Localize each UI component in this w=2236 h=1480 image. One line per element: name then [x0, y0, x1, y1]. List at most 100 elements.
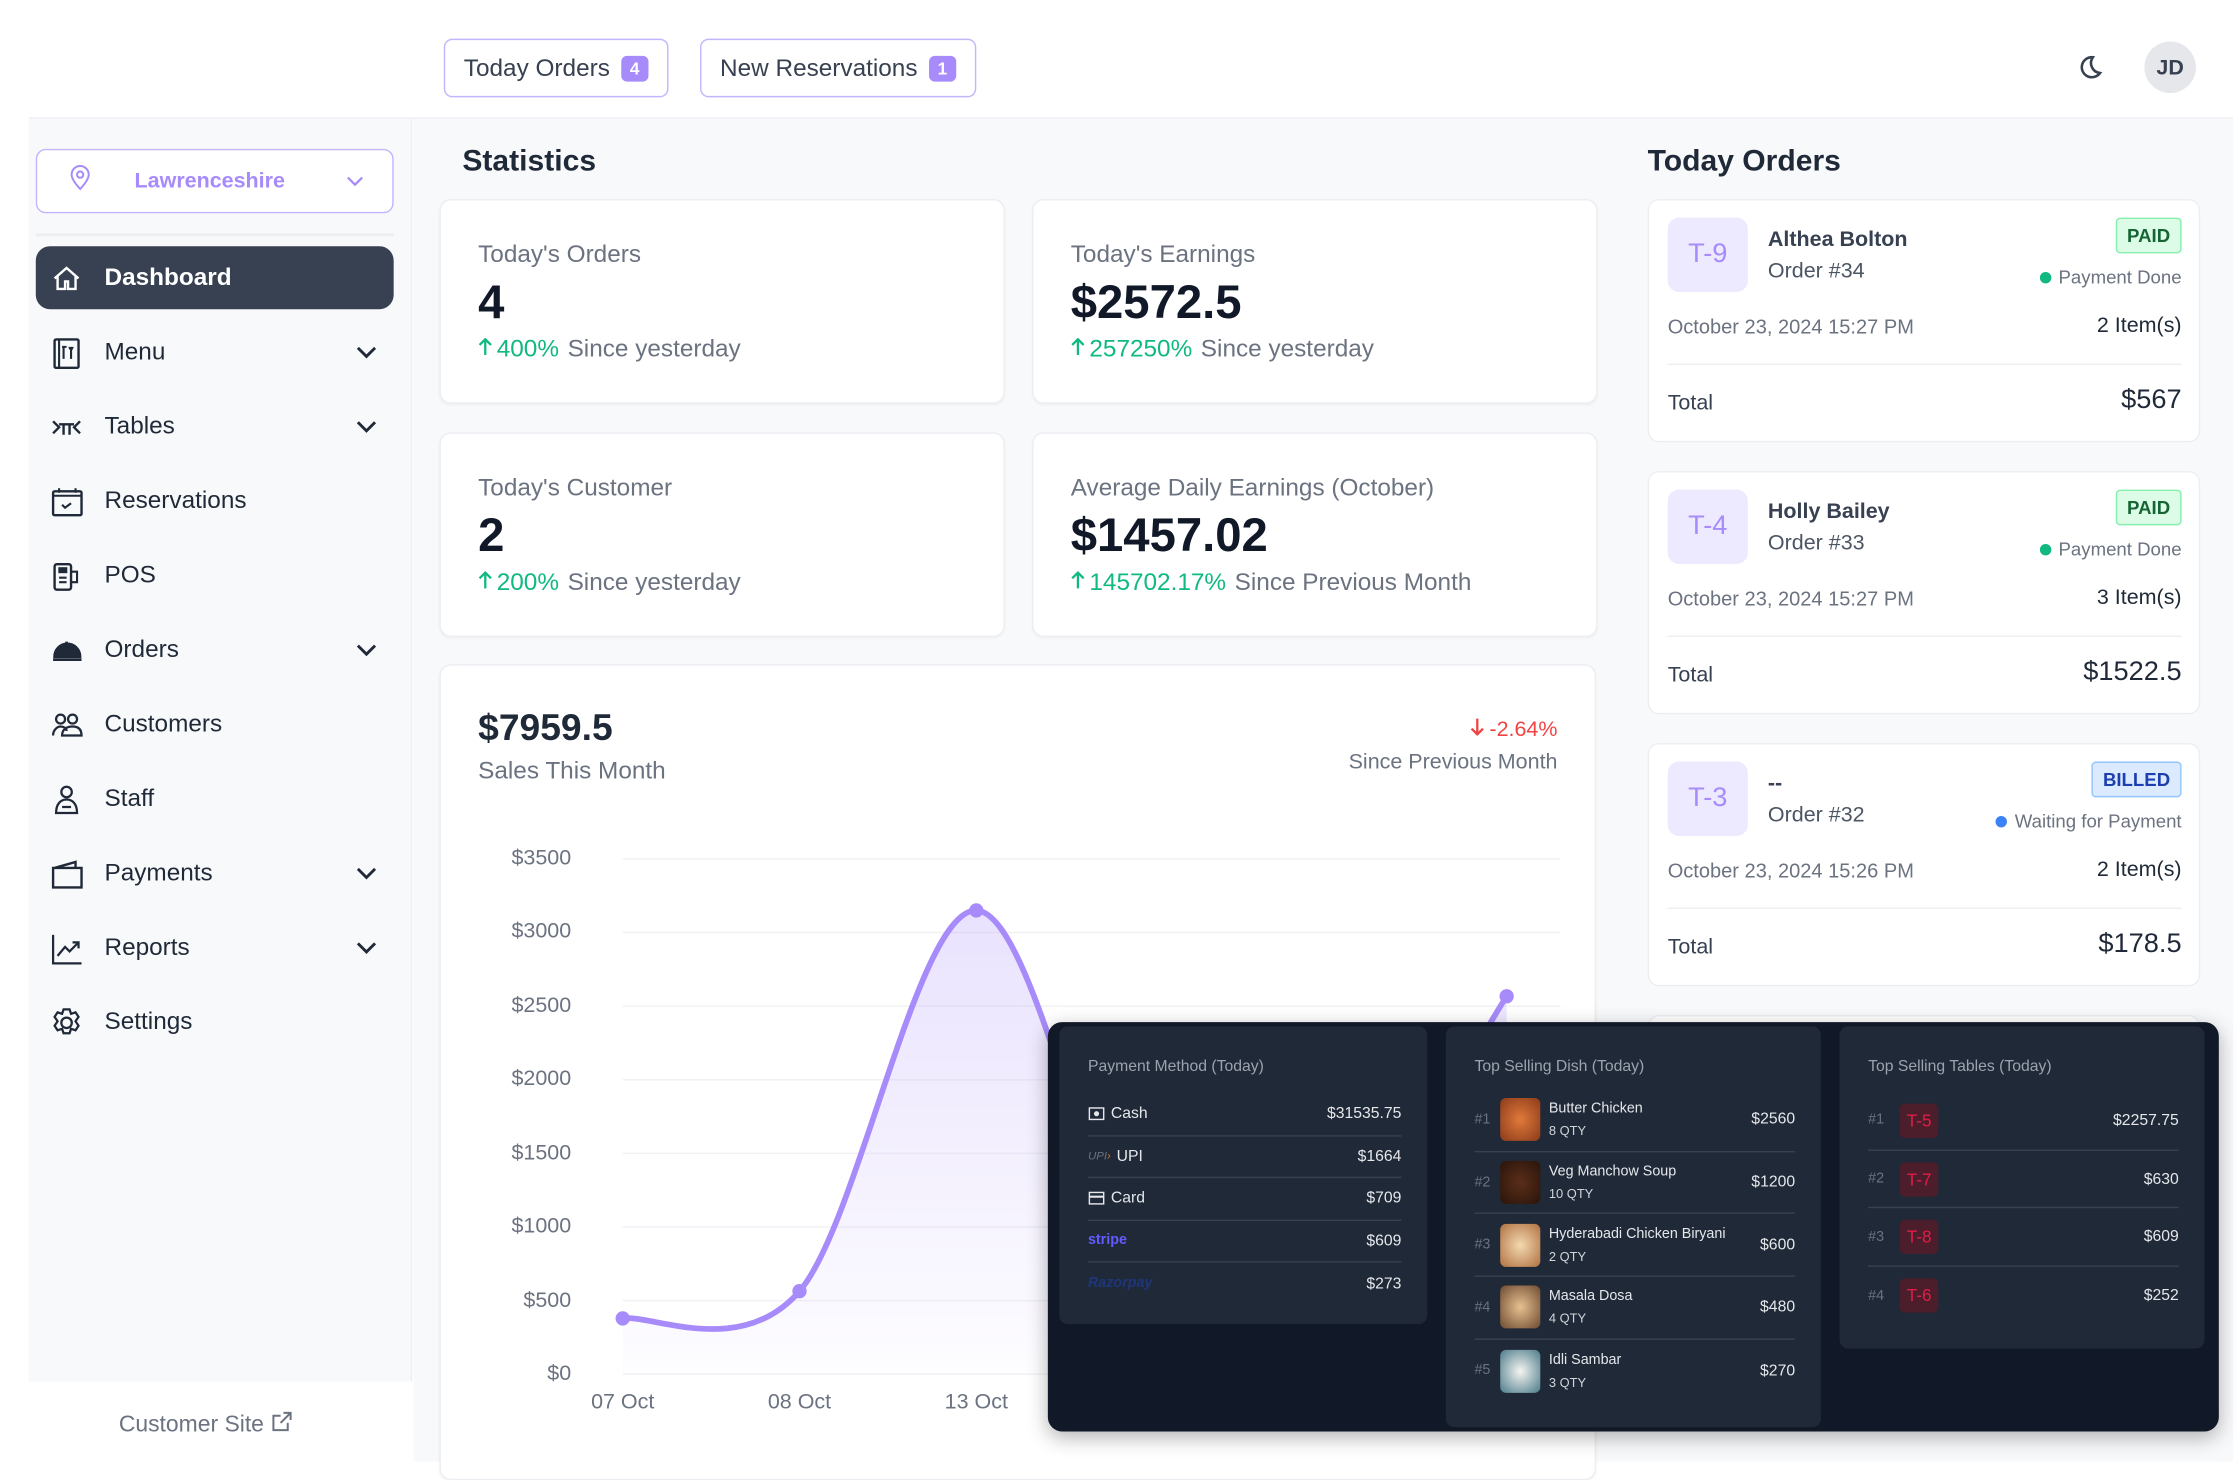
- order-card[interactable]: T-4 Holly Bailey Order #33 PAID Payment Done…: [1647, 470, 2201, 715]
- dish-name: Idli Sambar: [1548, 1352, 1622, 1368]
- sidebar-item-payments[interactable]: Payments: [36, 842, 394, 905]
- dish-rank: #3: [1474, 1237, 1491, 1253]
- sales-value: $7959.5: [478, 705, 613, 749]
- table-badge: T-9: [1667, 217, 1748, 293]
- stat-value: $1457.02: [1070, 508, 1268, 562]
- sidebar-item-customers[interactable]: Customers: [36, 693, 394, 756]
- total-label: Total: [1667, 662, 1714, 688]
- sidebar-item-label: Orders: [104, 635, 179, 663]
- stat-card: Today's Orders 4 400% Since yesterday: [439, 198, 1005, 404]
- dish-qty: 8 QTY: [1548, 1124, 1587, 1139]
- staff-icon: [47, 780, 84, 817]
- top-dish-title: Top Selling Dish (Today): [1474, 1057, 1645, 1076]
- dish-rank: #1: [1474, 1112, 1491, 1128]
- avatar[interactable]: JD: [2144, 41, 2196, 94]
- customer-site-link[interactable]: Customer Site: [119, 1410, 294, 1440]
- dish-amount: $480: [1760, 1298, 1796, 1317]
- sidebar: Lawrenceshire Dashboard Menu Tables Reserva…: [28, 118, 413, 1382]
- chevron-down-icon[interactable]: [356, 412, 377, 441]
- x-tick-label: 13 Oct: [944, 1389, 1008, 1415]
- sidebar-item-dashboard[interactable]: Dashboard: [35, 246, 394, 310]
- top-dish-row: #5 Idli Sambar 3 QTY $270: [1474, 1340, 1795, 1403]
- payment-status-text: Waiting for Payment: [2014, 810, 2182, 832]
- sidebar-item-label: Payments: [104, 858, 213, 887]
- payment-method-label: Card: [1110, 1189, 1145, 1208]
- sidebar-item-settings[interactable]: Settings: [36, 991, 394, 1054]
- today-orders-count: 4: [621, 55, 649, 81]
- y-tick-label: $2500: [511, 993, 572, 1018]
- top-dish-row: #2 Veg Manchow Soup 10 QTY $1200: [1474, 1152, 1796, 1215]
- new-reservations-button[interactable]: New Reservations 1: [700, 38, 976, 98]
- payment-status-text: Payment Done: [2058, 266, 2182, 288]
- stat-value: 4: [478, 274, 505, 328]
- stat-label: Today's Earnings: [1070, 240, 1256, 268]
- today-orders-button[interactable]: Today Orders 4: [443, 38, 669, 98]
- order-card[interactable]: T-3 -- Order #32 BILLED Waiting for Payment O…: [1647, 742, 2201, 987]
- top-table-row: #1 T-5 $2257.75: [1868, 1092, 2179, 1151]
- sidebar-item-reports[interactable]: Reports: [36, 916, 394, 979]
- table-amount: $630: [2143, 1170, 2179, 1188]
- arrow-up-icon: [478, 335, 492, 362]
- sidebar-item-reservations[interactable]: Reservations: [36, 470, 394, 533]
- sidebar-item-tables[interactable]: Tables: [36, 395, 394, 458]
- order-date: October 23, 2024 15:26 PM: [1667, 858, 1914, 882]
- top-dish-row: #4 Masala Dosa 4 QTY $480: [1474, 1277, 1796, 1340]
- data-point[interactable]: [792, 1284, 807, 1299]
- arrow-up-icon: [1071, 568, 1085, 595]
- top-dish-row: #3 Hyderabadi Chicken Biryani 2 QTY $600: [1474, 1214, 1796, 1278]
- dish-info: Veg Manchow Soup 10 QTY: [1549, 1164, 1676, 1201]
- sidebar-item-staff[interactable]: Staff: [36, 767, 394, 830]
- dish-name: Hyderabadi Chicken Biryani: [1548, 1226, 1726, 1243]
- divider: [1667, 907, 2182, 910]
- table-amount: $252: [2143, 1287, 2179, 1305]
- data-point[interactable]: [969, 903, 984, 918]
- table-amount: $609: [2143, 1228, 2179, 1246]
- location-select[interactable]: Lawrenceshire: [35, 148, 394, 214]
- table-chip: T-5: [1899, 1103, 1939, 1138]
- stat-change: 145702.17% Since Previous Month: [1071, 568, 1472, 597]
- stat-since: Since Previous Month: [1234, 568, 1472, 596]
- dish-amount: $600: [1760, 1236, 1796, 1254]
- stat-label: Today's Customer: [478, 473, 673, 502]
- stat-card: Today's Customer 2 200% Since yesterday: [439, 432, 1005, 638]
- sidebar-item-pos[interactable]: POS: [36, 544, 394, 607]
- order-total: $1522.5: [2083, 657, 2182, 688]
- table-chip: T-6: [1899, 1278, 1939, 1314]
- sidebar-item-label: Dashboard: [104, 263, 232, 291]
- table-rank: #4: [1868, 1288, 1885, 1305]
- sidebar-item-menu[interactable]: Menu: [36, 321, 394, 384]
- sidebar-item-orders[interactable]: Orders: [36, 618, 394, 681]
- today-orders-label: Today Orders: [463, 53, 610, 81]
- chevron-down-icon[interactable]: [356, 859, 377, 888]
- order-card[interactable]: T-9 Althea Bolton Order #34 PAID Payment Don…: [1647, 198, 2201, 443]
- stat-change: 257250% Since yesterday: [1071, 335, 1374, 364]
- chevron-down-icon[interactable]: [356, 933, 377, 962]
- order-date: October 23, 2024 15:27 PM: [1667, 586, 1914, 610]
- payment-status-text: Payment Done: [2058, 538, 2182, 560]
- payment-amount: $31535.75: [1327, 1105, 1402, 1123]
- dark-mode-moon-icon[interactable]: [2074, 53, 2103, 89]
- dish-qty: 4 QTY: [1548, 1311, 1587, 1327]
- stat-label: Average Daily Earnings (October): [1070, 473, 1435, 502]
- payment-amount: $1664: [1357, 1147, 1402, 1165]
- pos-terminal-icon: [47, 557, 84, 594]
- payment-status: Payment Done: [2039, 266, 2182, 288]
- stat-change: 200% Since yesterday: [478, 568, 741, 597]
- payment-method-row: UPI› UPI $1664: [1087, 1136, 1402, 1179]
- data-point[interactable]: [615, 1311, 630, 1326]
- summary-overlay: Payment Method (Today) Cash $31535.75 UPI›…: [1047, 1022, 2219, 1432]
- data-point[interactable]: [1499, 989, 1514, 1004]
- order-items-count: 2 Item(s): [2096, 313, 2182, 338]
- y-tick-label: $500: [523, 1287, 572, 1313]
- stripe-logo: stripe: [1087, 1232, 1127, 1249]
- stat-since: Since yesterday: [567, 568, 741, 596]
- gear-icon: [47, 1003, 84, 1040]
- calendar-check-icon: [47, 482, 84, 519]
- stat-since: Since yesterday: [1200, 334, 1374, 363]
- table-chip: T-8: [1899, 1219, 1939, 1255]
- chevron-down-icon[interactable]: [356, 636, 377, 665]
- dish-image: [1500, 1349, 1541, 1393]
- card-icon: [1088, 1191, 1105, 1205]
- chevron-down-icon[interactable]: [356, 338, 377, 367]
- sidebar-item-label: Tables: [104, 412, 175, 440]
